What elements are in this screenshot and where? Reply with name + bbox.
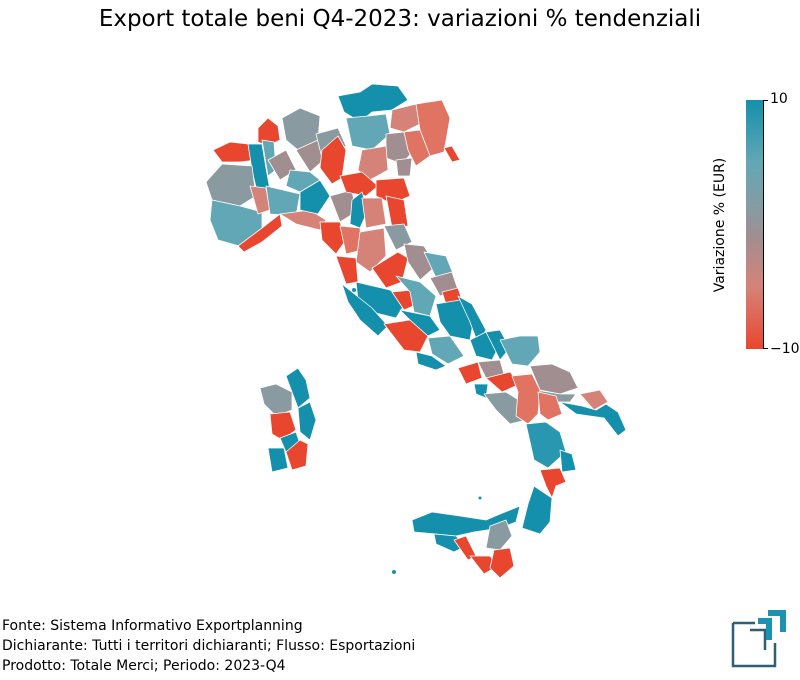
province-region (205, 163, 257, 207)
province-region (521, 485, 553, 535)
province-region (265, 185, 301, 217)
footer-source: Fonte: Sistema Informativo Exportplannin… (2, 618, 303, 634)
colorbar-max-label: 10 (770, 91, 788, 107)
colorbar-axis (763, 100, 769, 349)
province-region (267, 447, 289, 473)
province-region (285, 439, 309, 471)
province-region (341, 283, 389, 337)
province-region (539, 467, 567, 499)
province-region (415, 351, 447, 371)
colorbar-min-label: −10 (770, 341, 800, 357)
province-region (345, 113, 391, 151)
province-region (335, 255, 359, 285)
province-region (485, 519, 513, 551)
exportplanning-logo-icon (731, 610, 786, 668)
province-region (489, 547, 515, 579)
province-region (579, 389, 609, 411)
province-region (361, 197, 387, 229)
colorbar (746, 100, 763, 349)
province-region (399, 309, 441, 337)
province-region (337, 83, 409, 123)
province-region (383, 223, 413, 251)
province-region (389, 103, 421, 133)
province-region (403, 129, 431, 167)
footer-product: Prodotto: Totale Merci; Periodo: 2023-Q4 (2, 658, 286, 674)
province-region (339, 171, 379, 197)
province-region (427, 335, 465, 365)
province-region (297, 401, 317, 441)
footer-declarant: Dichiarante: Tutti i territori dichiaran… (2, 638, 416, 654)
island (352, 288, 356, 292)
island (392, 570, 396, 574)
province-region (357, 145, 389, 181)
colorbar-tick-min (763, 348, 768, 349)
province-region (443, 145, 461, 163)
province-region (559, 449, 577, 473)
province-region (257, 117, 281, 147)
island (478, 496, 482, 500)
province-region (385, 195, 409, 229)
province-region (559, 401, 627, 437)
province-region (525, 421, 567, 469)
province-region (319, 221, 347, 255)
province-region (383, 319, 429, 353)
source-footer: Fonte: Sistema Informativo Exportplannin… (2, 616, 415, 676)
province-region (499, 335, 541, 367)
province-region (285, 367, 311, 409)
chart-title: Export totale beni Q4-2023: variazioni %… (98, 6, 702, 32)
province-region (537, 391, 563, 421)
province-region (511, 373, 541, 425)
province-region (259, 383, 293, 417)
colorbar-tick-max (763, 100, 768, 101)
province-region (285, 169, 321, 193)
province-region (457, 361, 483, 385)
province-region (237, 213, 283, 253)
province-region (395, 157, 413, 177)
